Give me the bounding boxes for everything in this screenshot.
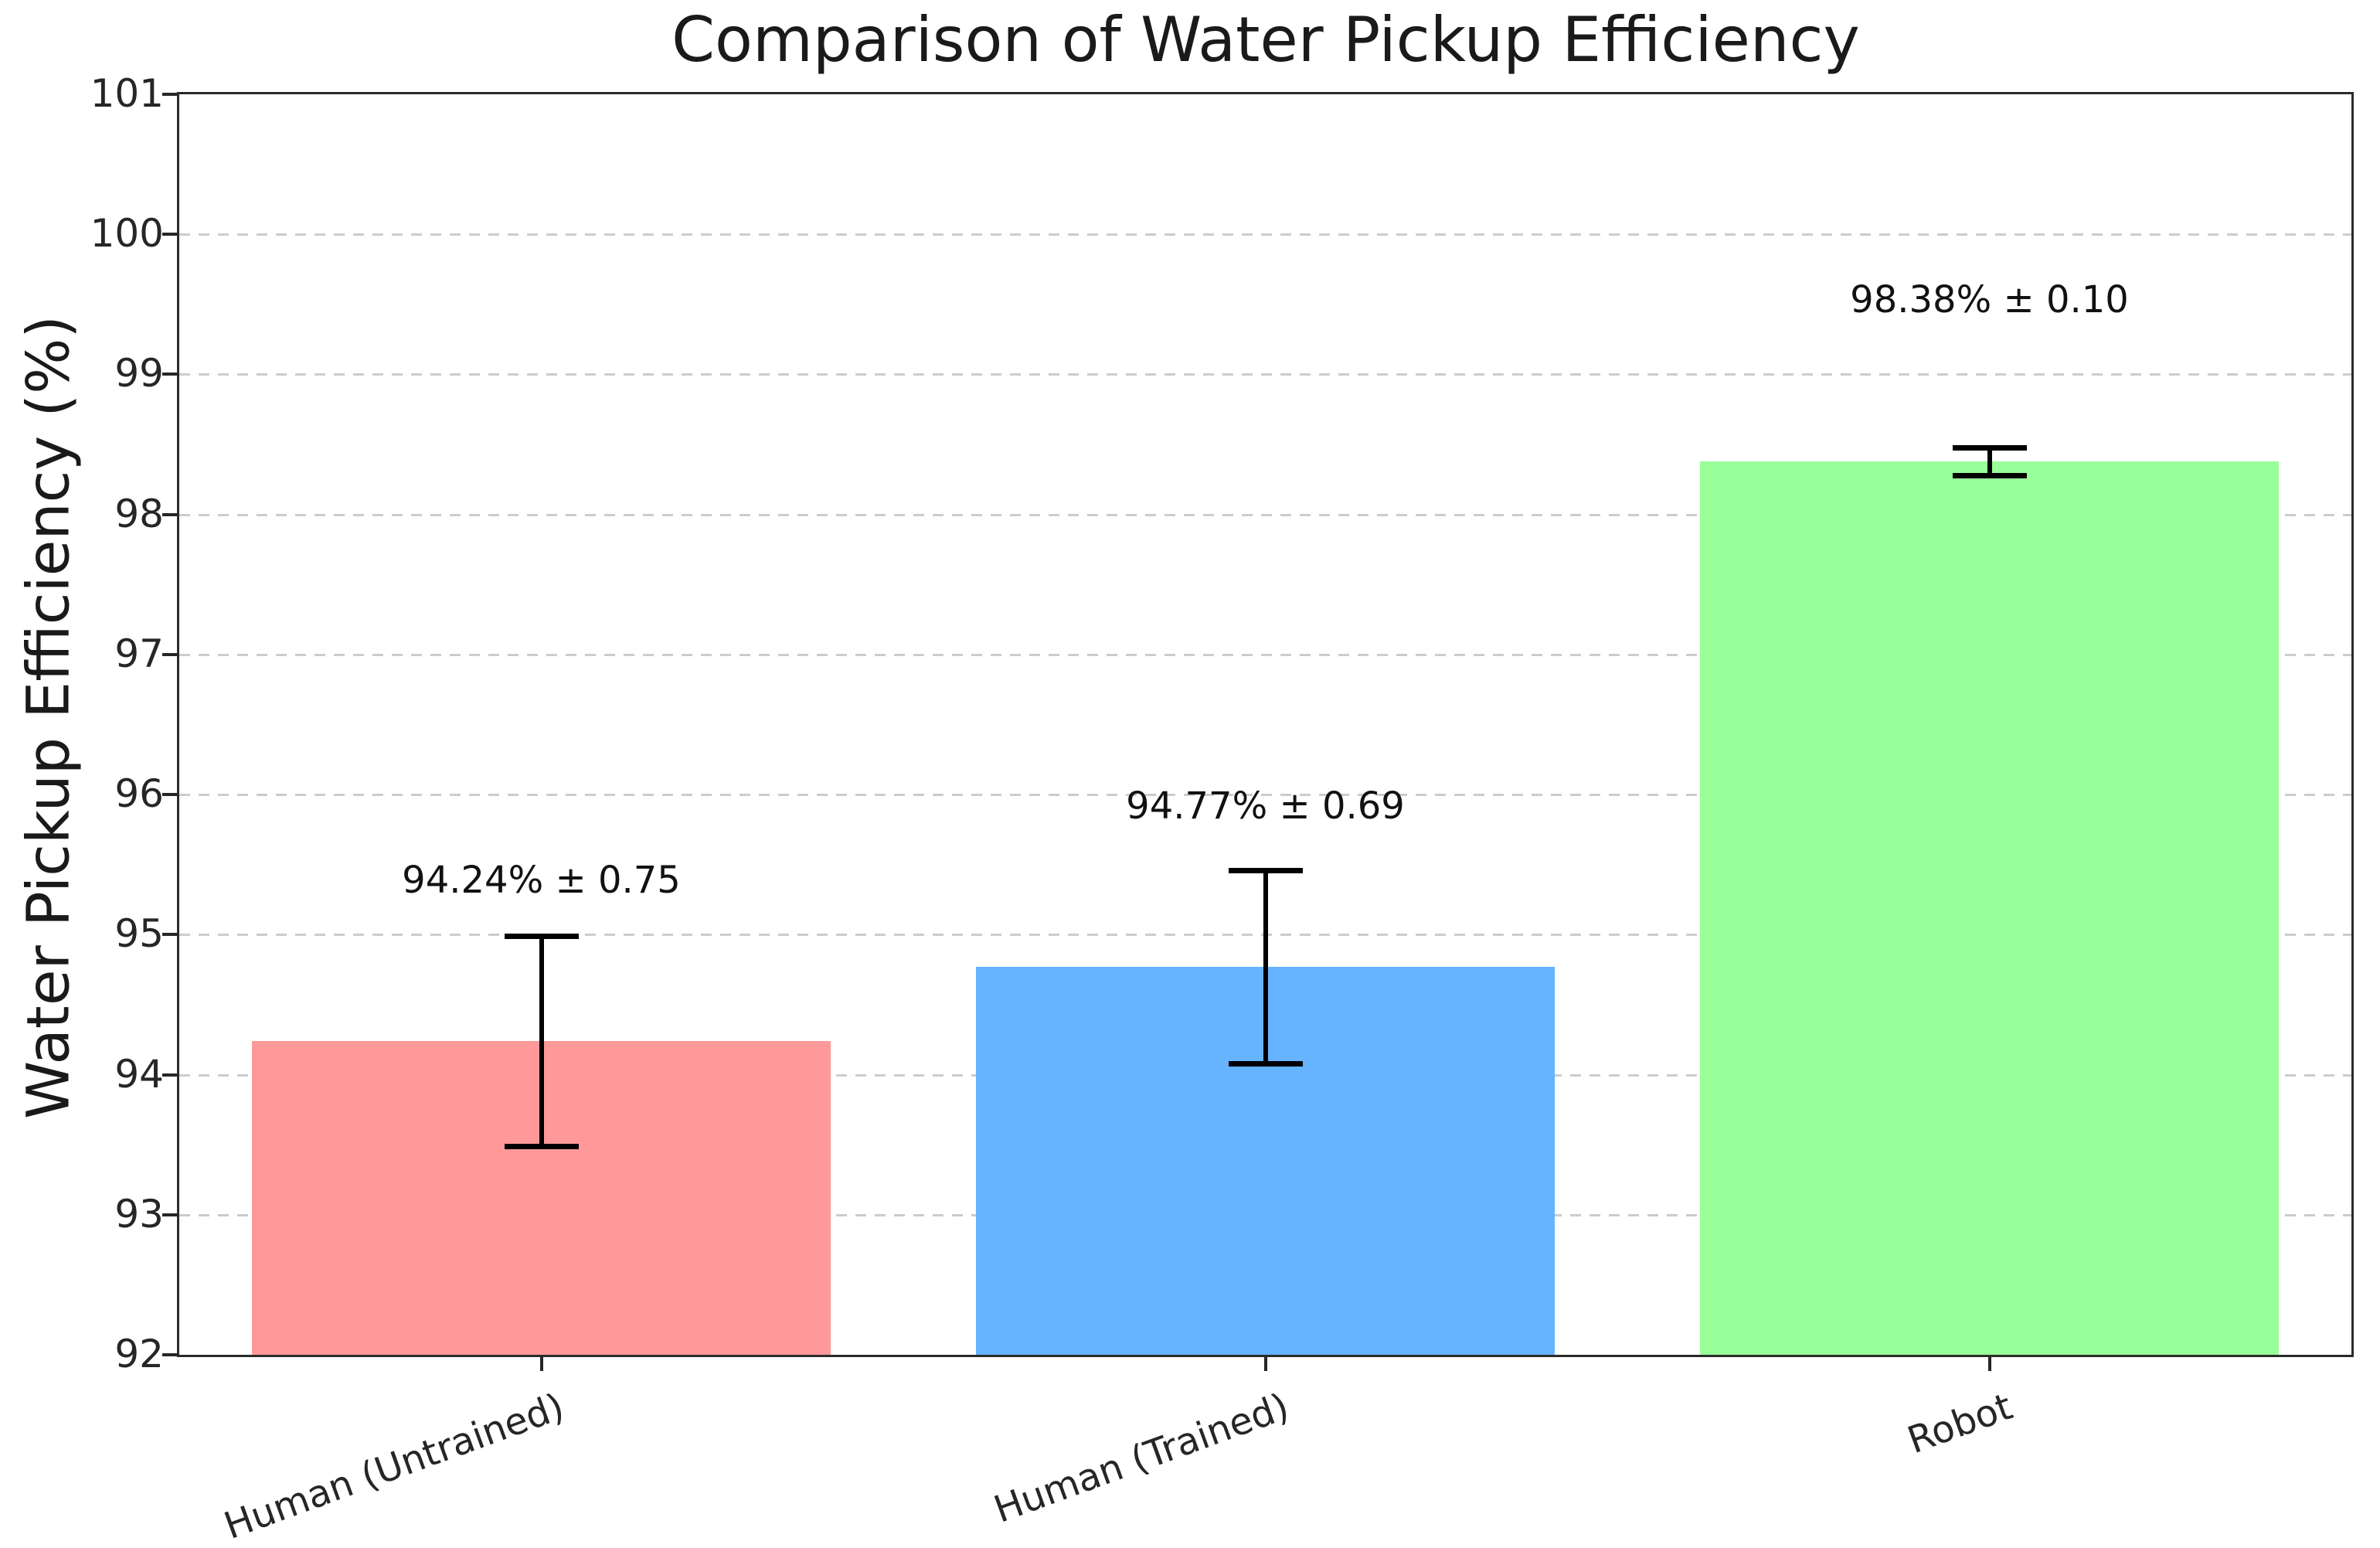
y-tick-mark-94 — [162, 1073, 177, 1077]
bar-value-label-robot: 98.38% ± 0.10 — [1850, 278, 2129, 322]
y-tick-label-99: 99 — [114, 351, 164, 396]
y-tick-label-100: 100 — [90, 211, 164, 257]
y-axis-label: Water Pickup Efficiency (%) — [13, 315, 83, 1119]
y-tick-label-94: 94 — [114, 1051, 164, 1097]
x-tick-mark-human-untrained — [539, 1357, 543, 1371]
error-bar-cap-human-untrained — [504, 934, 579, 940]
error-bar-cap-robot — [1952, 472, 2027, 478]
error-bar-cap-robot — [1952, 444, 2027, 451]
h-gridline-96 — [179, 794, 2351, 797]
x-tick-label-human-untrained: Human (Untrained) — [219, 1385, 570, 1548]
y-tick-label-92: 92 — [114, 1331, 164, 1376]
error-bar-line-robot — [1987, 447, 1992, 475]
y-tick-label-93: 93 — [114, 1191, 164, 1237]
h-gridline-100 — [179, 233, 2351, 236]
y-tick-mark-97 — [162, 652, 177, 656]
y-tick-mark-95 — [162, 933, 177, 937]
error-bar-cap-human-trained — [1228, 1061, 1303, 1067]
y-tick-mark-99 — [162, 373, 177, 376]
y-tick-label-101: 101 — [90, 70, 164, 116]
y-tick-mark-96 — [162, 793, 177, 797]
error-bar-line-human-trained — [1263, 869, 1268, 1064]
error-bar-cap-human-untrained — [504, 1143, 579, 1149]
error-bar-line-human-untrained — [539, 936, 544, 1146]
x-tick-mark-robot — [1987, 1357, 1991, 1371]
plot-area: 94.24% ± 0.75 94.77% ± 0.69 98.38% ± 0.10 — [177, 92, 2354, 1357]
x-tick-label-robot: Robot — [1902, 1385, 2018, 1463]
h-gridline-98 — [179, 513, 2351, 516]
x-tick-mark-human-trained — [1263, 1357, 1267, 1371]
error-bar-cap-human-trained — [1228, 867, 1303, 873]
bar-value-label-human-untrained: 94.24% ± 0.75 — [402, 858, 681, 902]
y-tick-mark-93 — [162, 1213, 177, 1216]
y-tick-label-98: 98 — [114, 491, 164, 536]
h-gridline-99 — [179, 373, 2351, 376]
bar-robot — [1699, 461, 2280, 1355]
y-tick-mark-100 — [162, 233, 177, 236]
chart-title: Comparison of Water Pickup Efficiency — [672, 4, 1860, 76]
y-tick-mark-101 — [162, 93, 177, 96]
h-gridline-97 — [179, 653, 2351, 656]
bar-value-label-human-trained: 94.77% ± 0.69 — [1126, 784, 1405, 828]
y-tick-label-96: 96 — [114, 771, 164, 816]
x-tick-label-human-trained: Human (Trained) — [988, 1385, 1294, 1532]
y-tick-label-97: 97 — [114, 631, 164, 676]
y-tick-mark-98 — [162, 512, 177, 516]
y-tick-mark-92 — [162, 1353, 177, 1356]
y-tick-label-95: 95 — [114, 911, 164, 957]
